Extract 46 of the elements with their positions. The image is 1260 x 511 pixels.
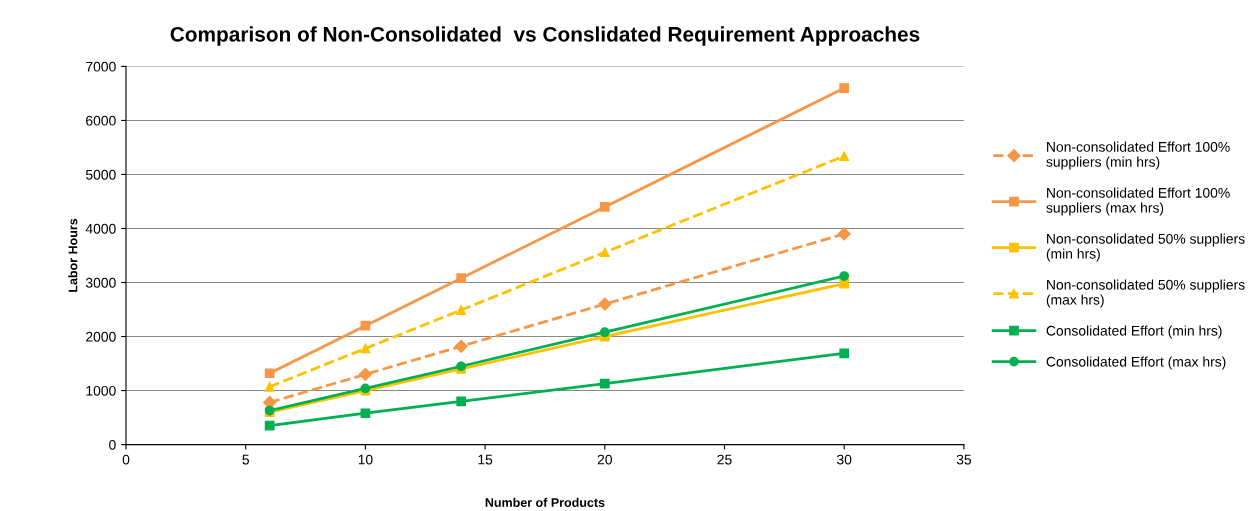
y-tick-label: 0 [109,439,116,450]
x-tick-label: 5 [242,454,249,465]
point [358,367,372,381]
y-tick-label: 7000 [86,61,116,72]
point [454,339,468,353]
point [599,247,610,258]
point [264,381,275,392]
x-tick-label: 10 [358,454,373,465]
point [264,368,275,379]
legend-label: Consolidated Effort (min hrs) [1046,325,1222,339]
legend-label: Non-consolidated 50% suppliers (min hrs) [1046,233,1245,262]
point [456,396,467,407]
legend-label: Non-consolidated 50% suppliers (max hrs) [1046,279,1245,308]
y-axis-title: Labor Hours [68,218,78,292]
x-tick-label: 15 [478,454,493,465]
x-tick-label: 30 [837,454,852,465]
x-tick-label: 25 [717,454,732,465]
point [598,297,612,311]
y-tick-label: 4000 [85,223,116,234]
point [839,151,850,161]
point [599,202,610,212]
point [360,320,371,331]
x-axis-title: Number of Products [485,497,605,507]
legend-label: Consolidated Effort (max hrs) [1046,356,1226,370]
point [264,420,275,431]
y-tick-label: 2000 [86,331,116,342]
y-tick-label: 5000 [85,169,116,180]
x-tick-label: 20 [597,454,612,465]
x-tick-label: 35 [956,454,972,465]
y-tick-label: 6000 [86,115,116,126]
point [837,227,851,241]
point [360,408,371,419]
legend-label: Non-consolidated Effort 100% suppliers (max hrs) [1046,187,1230,216]
point [456,273,467,284]
point [599,327,610,338]
chart-title: Comparison of Non-Consolidated vs Conslidated Requirement Approaches [170,26,920,46]
point [456,305,467,315]
point [839,83,850,93]
point [360,343,371,354]
x-tick-label: 0 [122,454,130,465]
point [839,271,850,281]
y-tick-label: 3000 [85,277,116,288]
y-tick-label: 1000 [86,385,116,396]
point [839,348,850,359]
point [599,378,610,389]
legend-label: Non-consolidated Effort 100% suppliers (min hrs) [1046,141,1230,170]
